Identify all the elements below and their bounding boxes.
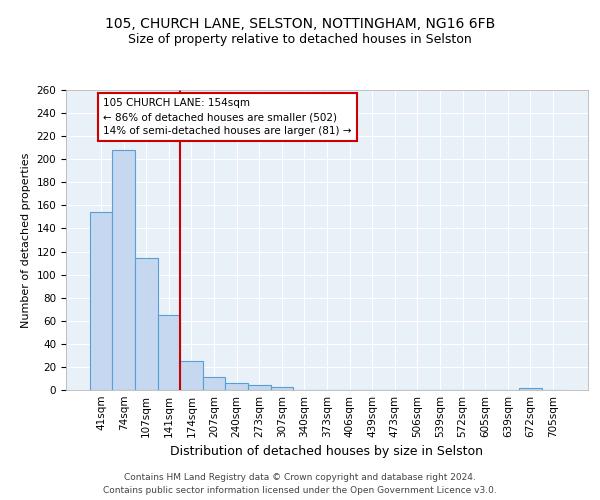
Bar [519, 388, 542, 390]
Y-axis label: Number of detached properties: Number of detached properties [21, 152, 31, 328]
Text: 105, CHURCH LANE, SELSTON, NOTTINGHAM, NG16 6FB: 105, CHURCH LANE, SELSTON, NOTTINGHAM, N… [105, 18, 495, 32]
Text: Size of property relative to detached houses in Selston: Size of property relative to detached ho… [128, 32, 472, 46]
Text: Contains HM Land Registry data © Crown copyright and database right 2024.: Contains HM Land Registry data © Crown c… [124, 472, 476, 482]
Bar [248, 386, 271, 390]
Bar [158, 315, 180, 390]
Text: Contains public sector information licensed under the Open Government Licence v3: Contains public sector information licen… [103, 486, 497, 495]
Bar [226, 383, 248, 390]
Bar [90, 212, 112, 390]
Bar [203, 378, 226, 390]
Bar [112, 150, 135, 390]
Bar [271, 386, 293, 390]
Bar [135, 258, 158, 390]
X-axis label: Distribution of detached houses by size in Selston: Distribution of detached houses by size … [170, 446, 484, 458]
Text: 105 CHURCH LANE: 154sqm
← 86% of detached houses are smaller (502)
14% of semi-d: 105 CHURCH LANE: 154sqm ← 86% of detache… [103, 98, 352, 136]
Bar [180, 361, 203, 390]
